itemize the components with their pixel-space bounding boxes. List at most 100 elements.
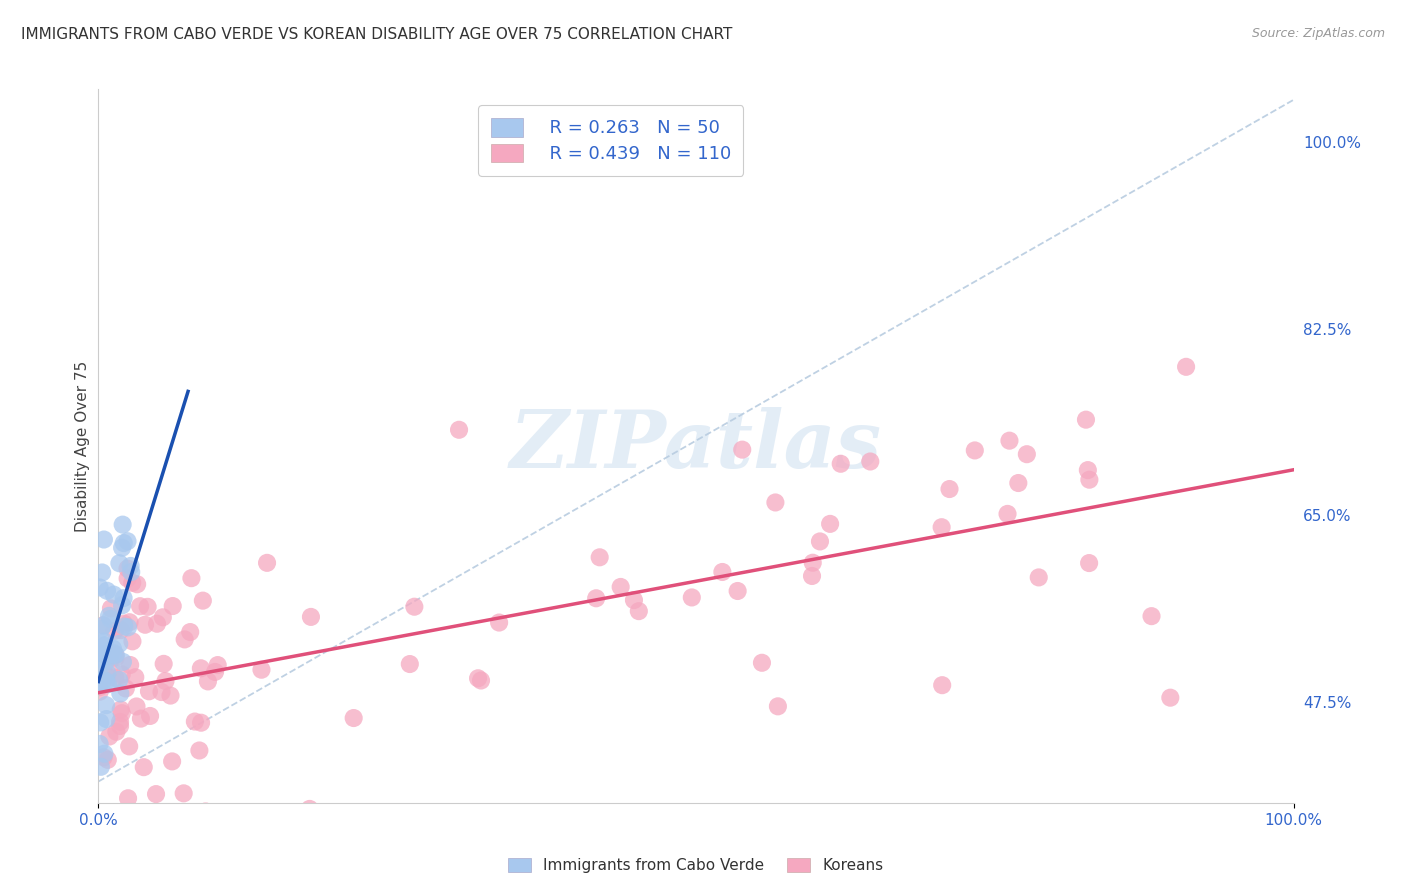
Point [173,632,195,647]
Point [132,760,155,774]
Point [190,715,212,730]
Point [298,802,321,816]
Text: IMMIGRANTS FROM CABO VERDE VS KOREAN DISABILITY AGE OVER 75 CORRELATION CHART: IMMIGRANTS FROM CABO VERDE VS KOREAN DIS… [21,27,733,42]
Point [1140,609,1163,624]
Point [488,615,510,630]
Point [801,569,824,583]
Point [104,624,127,638]
Point [997,507,1019,521]
Point [150,685,173,699]
Point [1077,463,1099,477]
Point [859,454,882,468]
Point [112,616,135,631]
Point [94,674,117,689]
Point [711,565,734,579]
Point [96,668,118,682]
Point [105,724,128,739]
Point [343,711,366,725]
Point [96,712,118,726]
Point [96,648,118,663]
Point [104,671,127,685]
Point [111,541,134,555]
Point [1028,570,1050,584]
Point [129,712,152,726]
Point [766,699,789,714]
Point [103,646,125,660]
Point [134,617,156,632]
Point [98,730,121,744]
Point [127,577,149,591]
Point [93,647,115,661]
Point [96,583,118,598]
Point [98,648,121,662]
Point [120,658,142,673]
Point [91,672,114,686]
Point [91,673,114,688]
Point [111,599,134,613]
Point [751,656,773,670]
Point [179,625,201,640]
Point [447,423,470,437]
Point [112,619,135,633]
Point [124,670,146,684]
Point [931,678,953,692]
Point [121,575,143,590]
Point [623,593,645,607]
Point [91,566,114,580]
Point [801,556,824,570]
Point [117,561,139,575]
Point [136,599,159,614]
Point [159,689,181,703]
Point [98,608,121,623]
Point [90,673,112,688]
Point [97,677,120,691]
Point [108,637,131,651]
Point [404,599,426,614]
Point [90,622,112,636]
Point [727,584,749,599]
Point [108,673,131,687]
Point [470,673,492,688]
Point [91,618,114,632]
Point [93,634,115,648]
Point [681,591,703,605]
Point [101,641,124,656]
Point [118,615,141,630]
Point [416,836,439,850]
Point [184,714,207,729]
Point [97,753,120,767]
Point [110,623,132,637]
Point [117,572,139,586]
Point [139,709,162,723]
Point [1007,476,1029,491]
Point [104,650,127,665]
Point [125,699,148,714]
Point [118,739,141,754]
Point [89,715,111,730]
Point [89,737,111,751]
Point [117,620,139,634]
Point [197,674,219,689]
Point [167,830,190,844]
Point [89,655,111,669]
Point [609,580,631,594]
Point [94,655,117,669]
Point [100,601,122,615]
Point [830,457,852,471]
Point [162,599,184,613]
Point [104,648,127,662]
Point [190,661,212,675]
Point [111,706,134,721]
Point [111,517,134,532]
Point [100,612,122,626]
Point [90,760,112,774]
Point [207,658,229,673]
Point [93,747,115,761]
Point [398,657,420,671]
Point [89,684,111,698]
Point [818,516,841,531]
Point [1078,473,1101,487]
Point [93,750,115,764]
Text: Source: ZipAtlas.com: Source: ZipAtlas.com [1251,27,1385,40]
Point [931,520,953,534]
